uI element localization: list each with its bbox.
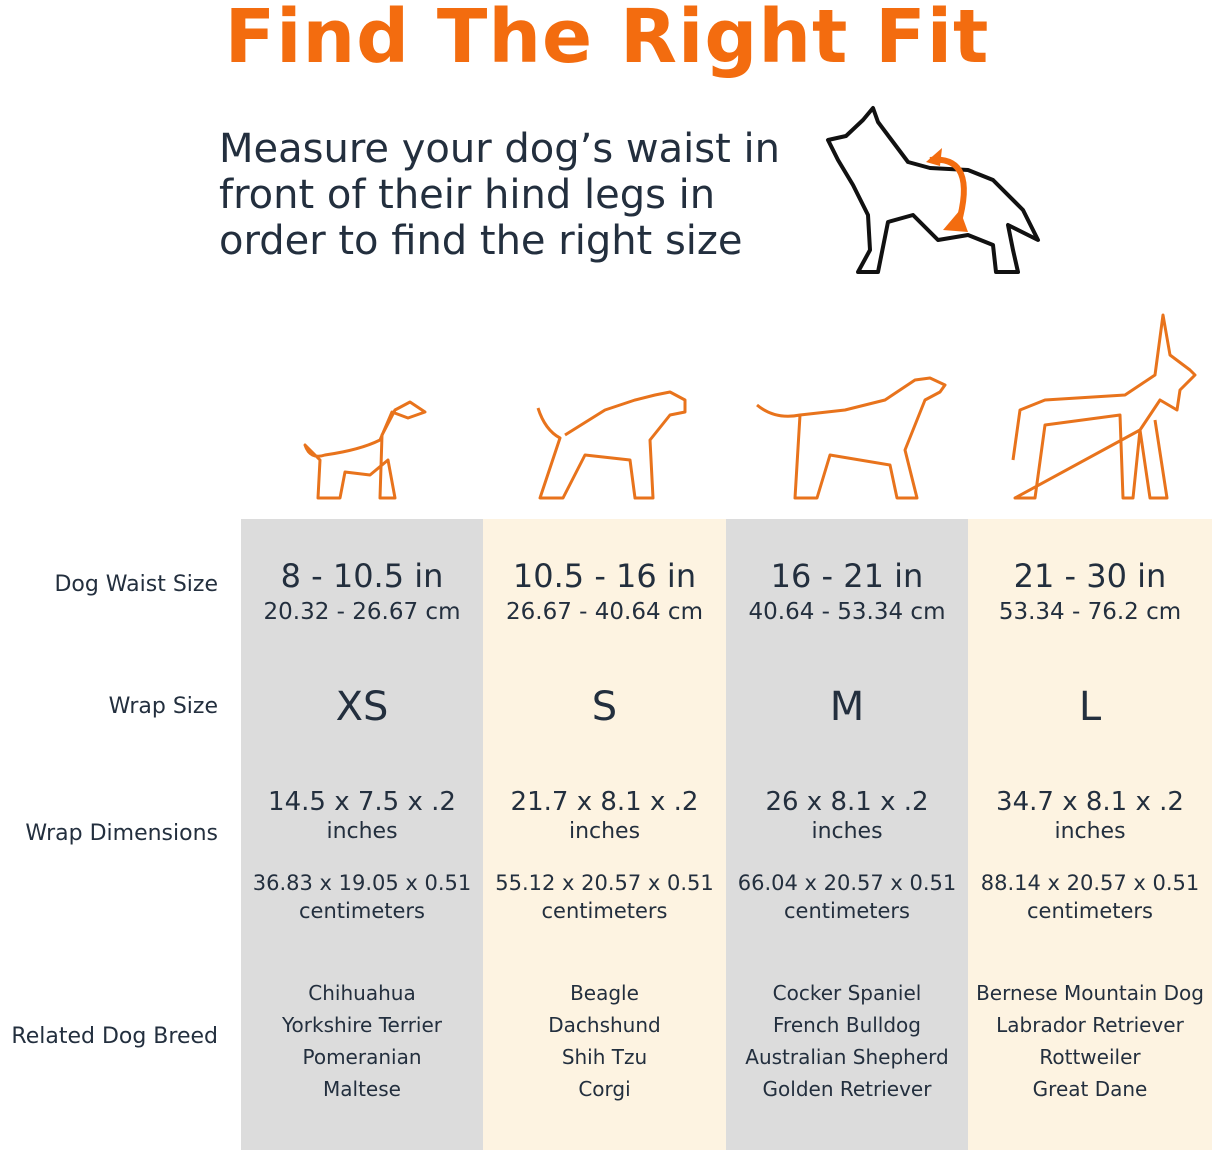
breed-item: Yorkshire Terrier [282,1013,442,1037]
breed-item: Corgi [578,1077,631,1101]
waist-in-text: 21 - 30 in [1013,557,1167,595]
dim-cm-unit-text: centimeters [541,899,668,923]
breed-item: Great Dane [1032,1077,1148,1101]
size-column-content: 8 - 10.5 in 20.32 - 26.67 cm XS 14.5 x 7.5 … [241,519,483,1150]
breed-list: Bernese Mountain Dog Labrador Retriever Ro… [968,977,1212,1105]
breed-item: Cocker Spaniel [772,981,922,1005]
breed-item: Maltese [323,1077,401,1101]
dim-in-text: 21.7 x 8.1 x .2 [510,787,699,817]
size-text: S [591,684,618,730]
dim-cm-text: 55.12 x 20.57 x 0.51 [495,871,714,895]
dim-cm-text: 88.14 x 20.57 x 0.51 [980,871,1200,895]
row-label-breeds: Related Dog Breed [11,1024,218,1049]
breed-list: Beagle Dachshund Shih Tzu Corgi [483,977,726,1105]
breed-list: Cocker Spaniel French Bulldog Australian S… [726,977,968,1105]
dim-cm-text: 36.83 x 19.05 x 0.51 [252,871,472,895]
dog-measure-illustration-icon [826,106,1040,274]
dim-cm-unit-text: centimeters [299,899,425,923]
waist-cm-text: 20.32 - 26.67 cm [263,599,461,625]
breed-item: Chihuahua [308,981,416,1005]
size-text: M [829,684,865,730]
breed-item: Labrador Retriever [996,1013,1184,1037]
waist-in-text: 8 - 10.5 in [280,557,444,595]
breed-item: Bernese Mountain Dog [976,981,1204,1005]
dim-in-unit-text: inches [326,819,398,844]
breed-item: Rottweiler [1039,1045,1141,1069]
page-title: Find The Right Fit [224,0,990,80]
dim-in-unit-text: inches [568,819,641,844]
dim-cm-unit-text: centimeters [1027,899,1153,923]
size-column-l [968,519,1212,1150]
dim-in-text: 34.7 x 8.1 x .2 [996,787,1184,817]
medium-small-dog-icon [536,390,687,500]
size-text: L [1078,684,1102,730]
size-column-xs [241,519,483,1150]
large-dog-icon [1011,313,1197,500]
waist-cm-text: 53.34 - 76.2 cm [998,599,1182,625]
size-text: XS [335,684,389,730]
row-label-dimensions: Wrap Dimensions [25,821,218,846]
breed-item: Australian Shepherd [745,1045,949,1069]
waist-cm-text: 40.64 - 53.34 cm [748,599,946,625]
dim-cm-unit-text: centimeters [784,899,910,923]
dim-in-text: 26 x 8.1 x .2 [765,787,929,817]
size-column-content: 10.5 - 16 in 26.67 - 40.64 cm S 21.7 x 8.1 … [483,519,726,1150]
size-column-content: 16 - 21 in 40.64 - 53.34 cm M 26 x 8.1 x .2… [726,519,968,1150]
breed-item: French Bulldog [773,1013,921,1037]
dim-cm-text: 66.04 x 20.57 x 0.51 [737,871,957,895]
dim-in-unit-text: inches [1054,819,1126,844]
dim-in-unit-text: inches [811,819,883,844]
waist-in-text: 10.5 - 16 in [512,557,697,595]
measure-instruction: Measure your dog’s waist in front of the… [219,126,780,264]
breed-item: Dachshund [548,1013,661,1037]
size-column-content: 21 - 30 in 53.34 - 76.2 cm L 34.7 x 8.1 x .… [968,519,1212,1150]
row-label-waist: Dog Waist Size [54,572,218,597]
row-label-wrap-size: Wrap Size [108,694,218,719]
dim-in-text: 14.5 x 7.5 x .2 [268,787,456,817]
breed-item: Golden Retriever [762,1077,932,1101]
breed-item: Beagle [570,981,639,1005]
breed-list: Chihuahua Yorkshire Terrier Pomeranian Malt… [241,977,483,1105]
breed-item: Shih Tzu [561,1045,648,1069]
waist-in-text: 16 - 21 in [770,557,924,595]
small-dog-icon [303,400,427,500]
medium-dog-icon [756,376,947,500]
size-column-s [483,519,726,1150]
waist-cm-text: 26.67 - 40.64 cm [506,599,703,625]
breed-item: Pomeranian [302,1045,422,1069]
size-column-m [726,519,968,1150]
